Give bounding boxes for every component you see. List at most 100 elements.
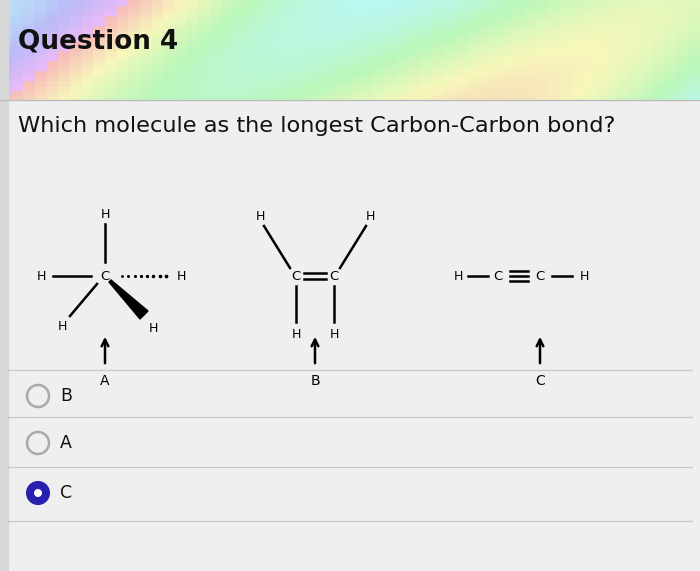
Bar [268, 44, 281, 50]
Bar [152, 19, 164, 25]
Bar [140, 59, 153, 65]
Bar [665, 34, 678, 40]
Bar [140, 64, 153, 70]
Bar [653, 4, 666, 10]
Bar [117, 29, 130, 35]
Bar [432, 49, 444, 55]
Bar [140, 94, 153, 100]
Bar [303, 64, 316, 70]
Bar [618, 24, 631, 30]
Bar [525, 59, 538, 65]
Bar [607, 9, 620, 15]
Bar [128, 49, 141, 55]
Bar [513, 84, 526, 90]
Bar [548, 74, 561, 80]
Bar [70, 59, 83, 65]
Bar [572, 54, 584, 60]
Bar [665, 44, 678, 50]
Bar [373, 89, 386, 95]
Bar [257, 44, 270, 50]
Bar [140, 34, 153, 40]
Bar [163, 14, 176, 20]
Bar [397, 54, 410, 60]
Bar [595, 84, 608, 90]
Bar [525, 64, 538, 70]
Text: C: C [100, 270, 110, 283]
Bar [537, 29, 550, 35]
Bar [420, 19, 433, 25]
Bar [665, 39, 678, 45]
Bar [455, 0, 468, 5]
Bar [525, 39, 538, 45]
Bar [117, 44, 130, 50]
Bar [245, 79, 258, 85]
Bar [665, 4, 678, 10]
Bar [595, 34, 608, 40]
Bar [82, 9, 94, 15]
Bar [268, 9, 281, 15]
Bar [187, 79, 199, 85]
Bar [362, 64, 375, 70]
Bar [187, 9, 199, 15]
Bar [303, 39, 316, 45]
Bar [210, 69, 223, 75]
Bar [467, 0, 480, 5]
Bar [420, 4, 433, 10]
Bar [47, 59, 60, 65]
Bar [362, 19, 375, 25]
Bar [408, 9, 421, 15]
Bar [47, 14, 60, 20]
Bar [23, 84, 36, 90]
Bar [677, 29, 690, 35]
Bar [537, 34, 550, 40]
Bar [443, 89, 456, 95]
Bar [23, 69, 36, 75]
Bar [35, 4, 48, 10]
Bar [595, 14, 608, 20]
Bar [280, 89, 293, 95]
Bar [642, 49, 654, 55]
Bar [187, 29, 199, 35]
Bar [362, 9, 375, 15]
Bar [677, 9, 690, 15]
Bar [93, 9, 106, 15]
Polygon shape [109, 280, 148, 319]
Bar [583, 4, 596, 10]
Bar [245, 54, 258, 60]
Bar [70, 94, 83, 100]
Bar [128, 84, 141, 90]
Bar [432, 74, 444, 80]
Bar [117, 54, 130, 60]
Bar [513, 34, 526, 40]
Bar [548, 4, 561, 10]
Bar [688, 24, 700, 30]
Bar [105, 49, 118, 55]
Bar [292, 39, 304, 45]
Bar [245, 14, 258, 20]
Bar [385, 49, 398, 55]
Bar [163, 49, 176, 55]
Bar [338, 29, 351, 35]
Bar [257, 54, 270, 60]
Bar [117, 24, 130, 30]
Bar [163, 69, 176, 75]
Bar [642, 89, 654, 95]
Bar [82, 94, 94, 100]
Bar [618, 4, 631, 10]
Bar [303, 19, 316, 25]
Bar [163, 89, 176, 95]
Bar [420, 74, 433, 80]
Bar [82, 14, 94, 20]
Bar [548, 39, 561, 45]
Bar [618, 0, 631, 5]
Bar [47, 74, 60, 80]
Bar [478, 4, 491, 10]
Bar [152, 84, 164, 90]
Bar [618, 34, 631, 40]
Bar [443, 0, 456, 5]
Bar [23, 64, 36, 70]
Bar [105, 84, 118, 90]
Bar [315, 94, 328, 100]
Bar [548, 49, 561, 55]
Bar [677, 89, 690, 95]
